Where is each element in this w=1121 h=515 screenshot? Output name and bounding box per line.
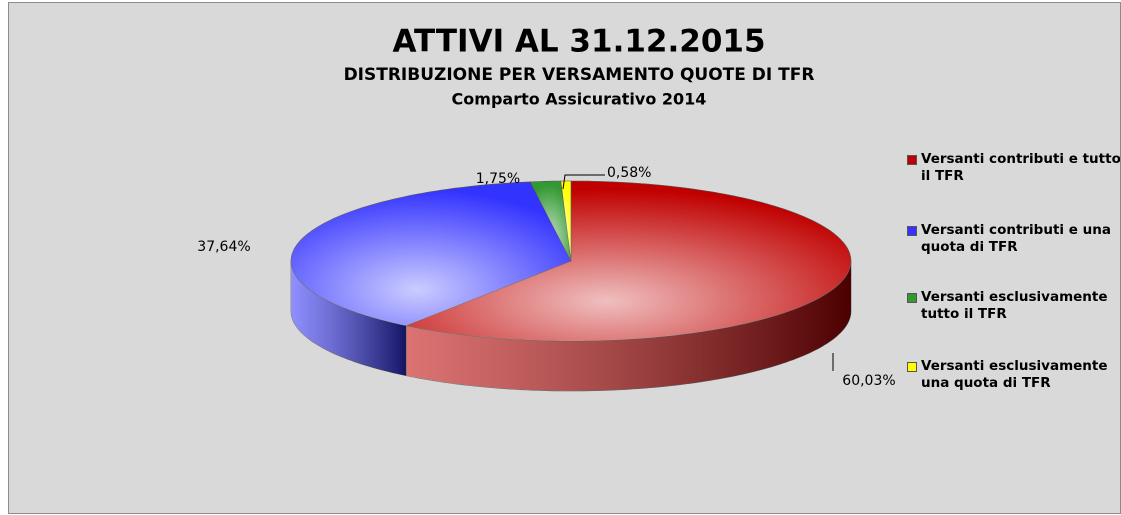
data-label: 1,75% xyxy=(476,171,520,187)
chart-title: ATTIVI AL 31.12.2015 xyxy=(392,24,765,60)
data-label: 0,58% xyxy=(607,165,651,181)
data-label: 60,03% xyxy=(842,373,895,389)
legend-swatch xyxy=(907,226,917,236)
chart: ATTIVI AL 31.12.2015 DISTRIBUZIONE PER V… xyxy=(197,24,896,392)
legend-swatch xyxy=(907,155,917,165)
legend-label: Versanti contributi e una quota di TFR xyxy=(921,222,1111,255)
pie-slice xyxy=(404,180,852,392)
legend-label: Versanti esclusivamente una quota di TFR xyxy=(921,358,1108,391)
slice-side-shade xyxy=(291,261,406,376)
data-label: 37,64% xyxy=(197,239,250,255)
legend-swatch xyxy=(907,362,917,372)
slice-top-shade xyxy=(406,181,851,341)
slice-top-shade xyxy=(560,181,571,261)
chart-area: ATTIVI AL 31.12.2015 DISTRIBUZIONE PER V… xyxy=(8,2,1121,514)
chart-subtitle: DISTRIBUZIONE PER VERSAMENTO QUOTE DI TF… xyxy=(344,65,815,85)
leader-line xyxy=(562,174,605,190)
legend-label: Versanti esclusivamente tutto il TFR xyxy=(921,289,1108,322)
pie-slice xyxy=(560,180,572,262)
legend-label: Versanti contributi e tutto il TFR xyxy=(921,151,1121,184)
slice-top-shade xyxy=(291,181,571,326)
pie-slice xyxy=(290,181,572,376)
slice-top-shade xyxy=(530,181,571,261)
pie-slice xyxy=(529,180,572,262)
chart-subtitle: Comparto Assicurativo 2014 xyxy=(452,90,707,109)
slice-side-shade xyxy=(406,261,851,391)
legend-swatch xyxy=(907,293,917,303)
